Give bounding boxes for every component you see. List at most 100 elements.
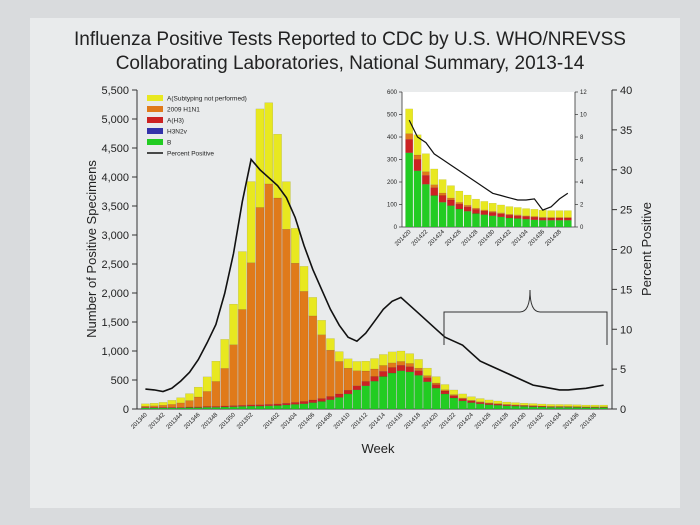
inset-bar-segment <box>505 214 514 216</box>
bar-segment <box>423 375 432 378</box>
inset-bar-segment <box>564 220 572 228</box>
inset-right-tick-label: 0 <box>580 225 584 231</box>
bar-segment <box>599 404 608 407</box>
bar-segment <box>176 402 185 408</box>
bar-segment <box>246 405 256 410</box>
bar-segment <box>167 407 177 408</box>
bar-segment <box>229 344 238 406</box>
bar-segment <box>520 402 529 406</box>
left-tick-label: 3,500 <box>101 201 129 213</box>
bar-segment <box>431 382 441 385</box>
bar-segment <box>273 197 282 405</box>
inset-left-tick-label: 600 <box>387 90 398 96</box>
bar-segment <box>396 350 406 362</box>
inset-bar-segment <box>513 215 522 219</box>
bar-segment <box>467 396 476 401</box>
bar-segment <box>308 399 318 403</box>
inset-bar-segment <box>438 202 447 228</box>
bar-segment <box>502 405 511 410</box>
legend-swatch <box>147 95 163 101</box>
inset-bar-segment <box>538 209 547 218</box>
inset-right-tick-label: 6 <box>580 158 584 164</box>
bar-segment <box>449 397 459 410</box>
inset-bar-segment <box>413 159 422 171</box>
inset-left-tick-label: 0 <box>394 225 398 231</box>
bar-segment <box>405 371 414 410</box>
bar-segment <box>317 320 326 335</box>
inset-bar-segment <box>455 190 464 203</box>
right-tick-label: 25 <box>620 205 632 217</box>
bar-segment <box>194 396 203 408</box>
bar-segment <box>150 407 159 410</box>
inset-bar-segment <box>472 209 480 214</box>
bar-segment <box>335 393 344 398</box>
bar-segment <box>326 399 335 410</box>
bar-segment <box>202 407 212 410</box>
bar-segment <box>273 403 282 406</box>
bar-segment <box>264 183 273 405</box>
main-bars <box>141 102 608 410</box>
inset-bar-segment <box>422 175 430 185</box>
bar-segment <box>572 404 582 407</box>
bar-segment <box>264 404 273 406</box>
inset-left-tick-label: 400 <box>387 135 398 141</box>
bar-segment <box>405 366 414 373</box>
left-tick-label: 5,500 <box>101 85 129 97</box>
bar-segment <box>150 403 159 406</box>
bar-segment <box>185 400 194 408</box>
bar-segment <box>423 377 432 382</box>
bar-segment <box>229 405 238 407</box>
inset-bar-segment <box>505 206 514 215</box>
inset-bar-segment <box>430 168 439 185</box>
bar-segment <box>299 291 309 402</box>
chart-title-line-1: Influenza Positive Tests Reported to CDC… <box>74 29 626 50</box>
bar-segment <box>361 370 370 382</box>
bar-segment <box>502 401 511 405</box>
legend-label: Percent Positive <box>167 151 214 158</box>
inset-bar-segment <box>430 187 439 196</box>
inset-bar-segment <box>480 209 489 212</box>
bar-segment <box>379 376 388 410</box>
bar-segment <box>308 315 318 401</box>
bar-segment <box>520 406 529 410</box>
bar-segment <box>431 387 441 410</box>
bar-segment <box>387 372 397 410</box>
bar-segment <box>317 401 326 410</box>
bar-segment <box>229 406 238 410</box>
inset-right-tick-label: 10 <box>580 113 587 119</box>
right-tick-label: 10 <box>620 324 632 336</box>
bar-segment <box>484 399 494 404</box>
inset-bar-segment <box>530 219 539 228</box>
bar-segment <box>194 407 203 410</box>
legend-label: 2009 H1N1 <box>167 107 200 114</box>
inset-percent-positive-line <box>408 119 569 211</box>
bar-segment <box>537 405 547 407</box>
inset-bar-segment <box>438 195 447 203</box>
inset-bar-segment <box>555 220 564 228</box>
bar-segment <box>343 393 353 410</box>
bar-segment <box>185 407 194 410</box>
left-tick-labels: 0 500 1,000 1,500 2,000 2,500 3,000 3,500 4,000 4… <box>101 85 137 416</box>
bar-segment <box>431 376 441 384</box>
bar-segment <box>370 376 379 382</box>
inset-bar-segment <box>405 139 413 153</box>
bar-segment <box>220 406 229 410</box>
bar-segment <box>476 398 485 402</box>
inset-bar-segment <box>488 202 497 212</box>
right-tick-label: 35 <box>620 125 632 137</box>
bar-segment <box>423 381 432 410</box>
inset-bar-segment <box>513 207 522 216</box>
bar-segment <box>273 405 282 410</box>
bar-segment <box>387 362 397 368</box>
inset-bar-segment <box>422 184 430 228</box>
bar-segment <box>555 407 564 410</box>
bar-segment <box>141 407 150 410</box>
bar-segment <box>246 404 256 407</box>
left-tick-label: 4,500 <box>101 143 129 155</box>
inset-bar-segment <box>505 214 514 219</box>
inset-bar-segment <box>564 210 572 218</box>
inset-bar-segment <box>438 192 447 196</box>
inset-bar-segment <box>438 179 447 194</box>
bar-segment <box>379 371 388 377</box>
inset-bar-segment <box>447 199 455 206</box>
